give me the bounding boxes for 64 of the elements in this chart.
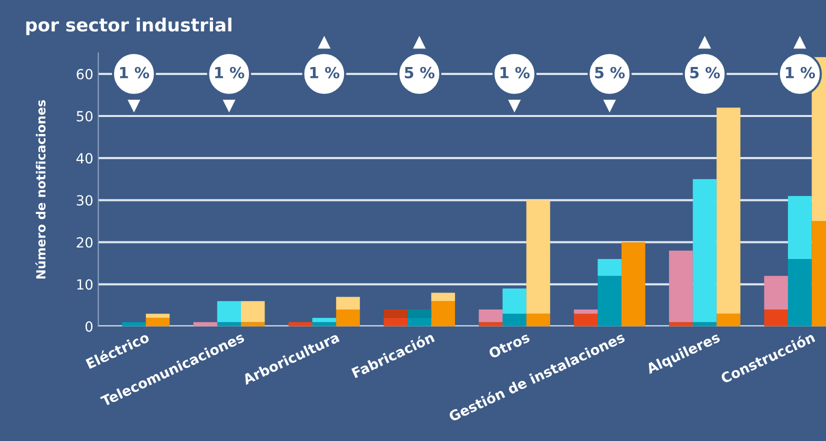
- bar: [193, 322, 218, 326]
- bar: [574, 310, 598, 314]
- bar: [716, 314, 740, 326]
- annotation: 5 %: [690, 66, 720, 78]
- y-tick-label: 60: [76, 68, 93, 80]
- annotation: 5 %: [404, 66, 434, 78]
- annotation: 1 %: [786, 66, 815, 78]
- annotation: 1 %: [310, 66, 340, 78]
- annotation: ▼: [603, 100, 616, 113]
- annotation: ▼: [508, 100, 521, 113]
- bar: [526, 314, 550, 326]
- text: ▲: [412, 36, 426, 49]
- y-tick-label: 30: [76, 195, 93, 206]
- bar: [288, 322, 312, 326]
- bar: [384, 318, 408, 326]
- bar: [574, 314, 598, 326]
- bar: [407, 318, 432, 326]
- bar: [312, 318, 336, 322]
- y-tick-label: 0: [86, 321, 93, 332]
- text: ▲: [318, 36, 331, 49]
- bar: [312, 322, 336, 326]
- annotation: 1 %: [500, 66, 530, 78]
- text: ▲: [698, 36, 712, 49]
- y-tick-label: 20: [76, 237, 93, 248]
- bar: [478, 310, 503, 322]
- text: ▲: [793, 36, 806, 49]
- bar: [407, 310, 432, 318]
- bar: [526, 200, 550, 314]
- bar: [478, 322, 503, 326]
- bar: [217, 322, 241, 326]
- bar: [669, 322, 693, 326]
- bar: [336, 310, 360, 326]
- bar: [336, 296, 360, 310]
- bar: [502, 314, 526, 326]
- bar: [692, 322, 717, 326]
- bar: [598, 276, 622, 326]
- bar: [146, 314, 170, 318]
- bar: [502, 288, 526, 314]
- annotation: 5 %: [595, 66, 625, 78]
- y-tick-label: 40: [76, 153, 93, 164]
- bar: [669, 250, 693, 322]
- x-tick-label: Otros: [488, 332, 530, 359]
- bar: [240, 322, 265, 326]
- y-tick-label: 10: [77, 279, 93, 290]
- annotation: ▼: [128, 100, 140, 113]
- bar: [217, 301, 241, 322]
- bar: [716, 108, 740, 314]
- chart-title: por sector industrial: [26, 18, 232, 36]
- annotation: 1 %: [215, 66, 244, 78]
- annotation: 1 %: [120, 66, 150, 78]
- bar: [621, 242, 646, 326]
- bar: [764, 310, 788, 326]
- bar: [598, 259, 622, 276]
- bar: [240, 301, 265, 322]
- bar: [122, 322, 146, 326]
- bar: [384, 310, 408, 318]
- bar: [431, 292, 456, 302]
- bar: [431, 301, 456, 326]
- y-axis-title: Número de notificaciones: [35, 100, 46, 279]
- bar: [764, 276, 788, 310]
- y-tick-label: 50: [76, 110, 93, 122]
- bar: [692, 179, 717, 322]
- bar: [146, 318, 170, 326]
- annotation: ▼: [222, 100, 236, 113]
